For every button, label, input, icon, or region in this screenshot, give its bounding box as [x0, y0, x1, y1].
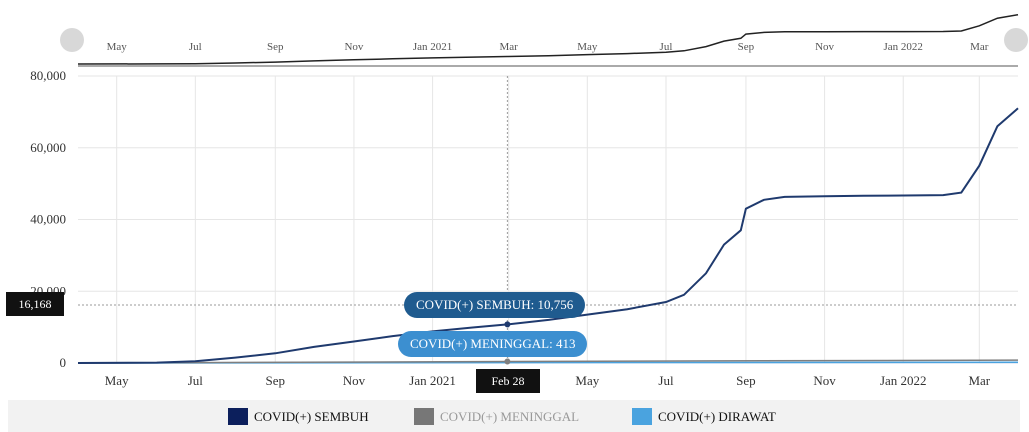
navigator-left-handle-icon[interactable]	[60, 28, 84, 52]
x-tick-label: May	[105, 373, 129, 388]
crosshair-y-label: 16,168	[6, 292, 64, 316]
x-tick-label: Nov	[343, 373, 366, 388]
navigator-tick-label: Sep	[738, 41, 755, 53]
x-tick-label: May	[575, 373, 599, 388]
x-tick-label: Jul	[188, 373, 204, 388]
y-tick-label: 60,000	[30, 140, 66, 155]
navigator-series-line	[77, 13, 1019, 65]
navigator-tick-label: May	[107, 41, 128, 53]
legend-swatch-dirawat	[632, 408, 652, 425]
x-tick-label: Jul	[658, 373, 674, 388]
legend-bar	[8, 400, 1020, 432]
legend-item-sembuh[interactable]: COVID(+) SEMBUH	[228, 408, 369, 425]
x-tick-label: Sep	[736, 373, 756, 388]
x-tick-label: Nov	[813, 373, 836, 388]
navigator-tick-label: May	[577, 41, 598, 53]
y-tick-label: 80,000	[30, 68, 66, 83]
crosshair-date-label: Feb 28	[476, 369, 540, 393]
x-tick-label: Sep	[266, 373, 286, 388]
navigator-right-handle-icon[interactable]	[1004, 28, 1028, 52]
x-tick-label: Mar	[968, 373, 990, 388]
navigator-tick-label: Jan 2022	[884, 41, 923, 53]
legend-label-meninggal: COVID(+) MENINGGAL	[440, 408, 580, 424]
legend-swatch-meninggal	[414, 408, 434, 425]
navigator-tick-label: Mar	[500, 41, 519, 53]
legend-label-dirawat: COVID(+) DIRAWAT	[658, 408, 776, 424]
navigator-tick-label: Nov	[815, 41, 834, 53]
marker-meninggal	[504, 358, 511, 365]
navigator-tick-label: Jan 2021	[413, 41, 452, 53]
legend-item-meninggal[interactable]: COVID(+) MENINGGAL	[414, 408, 579, 425]
legend-swatch-sembuh	[228, 408, 248, 425]
legend-item-dirawat[interactable]: COVID(+) DIRAWAT	[632, 408, 776, 425]
navigator-tick-label: Sep	[267, 41, 284, 53]
legend-label-sembuh: COVID(+) SEMBUH	[254, 408, 369, 424]
x-tick-label: Jan 2021	[409, 373, 456, 388]
navigator-tick-label: Jul	[660, 41, 673, 53]
navigator-tick-label: Jul	[189, 41, 202, 53]
tooltip-meninggal: COVID(+) MENINGGAL: 413	[398, 331, 588, 357]
y-tick-label: 0	[60, 355, 67, 370]
tooltip-sembuh: COVID(+) SEMBUH: 10,756	[404, 292, 586, 318]
marker-sembuh	[504, 321, 511, 328]
y-tick-label: 40,000	[30, 212, 66, 227]
navigator-tick-label: Mar	[970, 41, 989, 53]
series-line-sembuh	[77, 107, 1019, 364]
x-tick-label: Jan 2022	[880, 373, 927, 388]
navigator-tick-label: Nov	[344, 41, 363, 53]
